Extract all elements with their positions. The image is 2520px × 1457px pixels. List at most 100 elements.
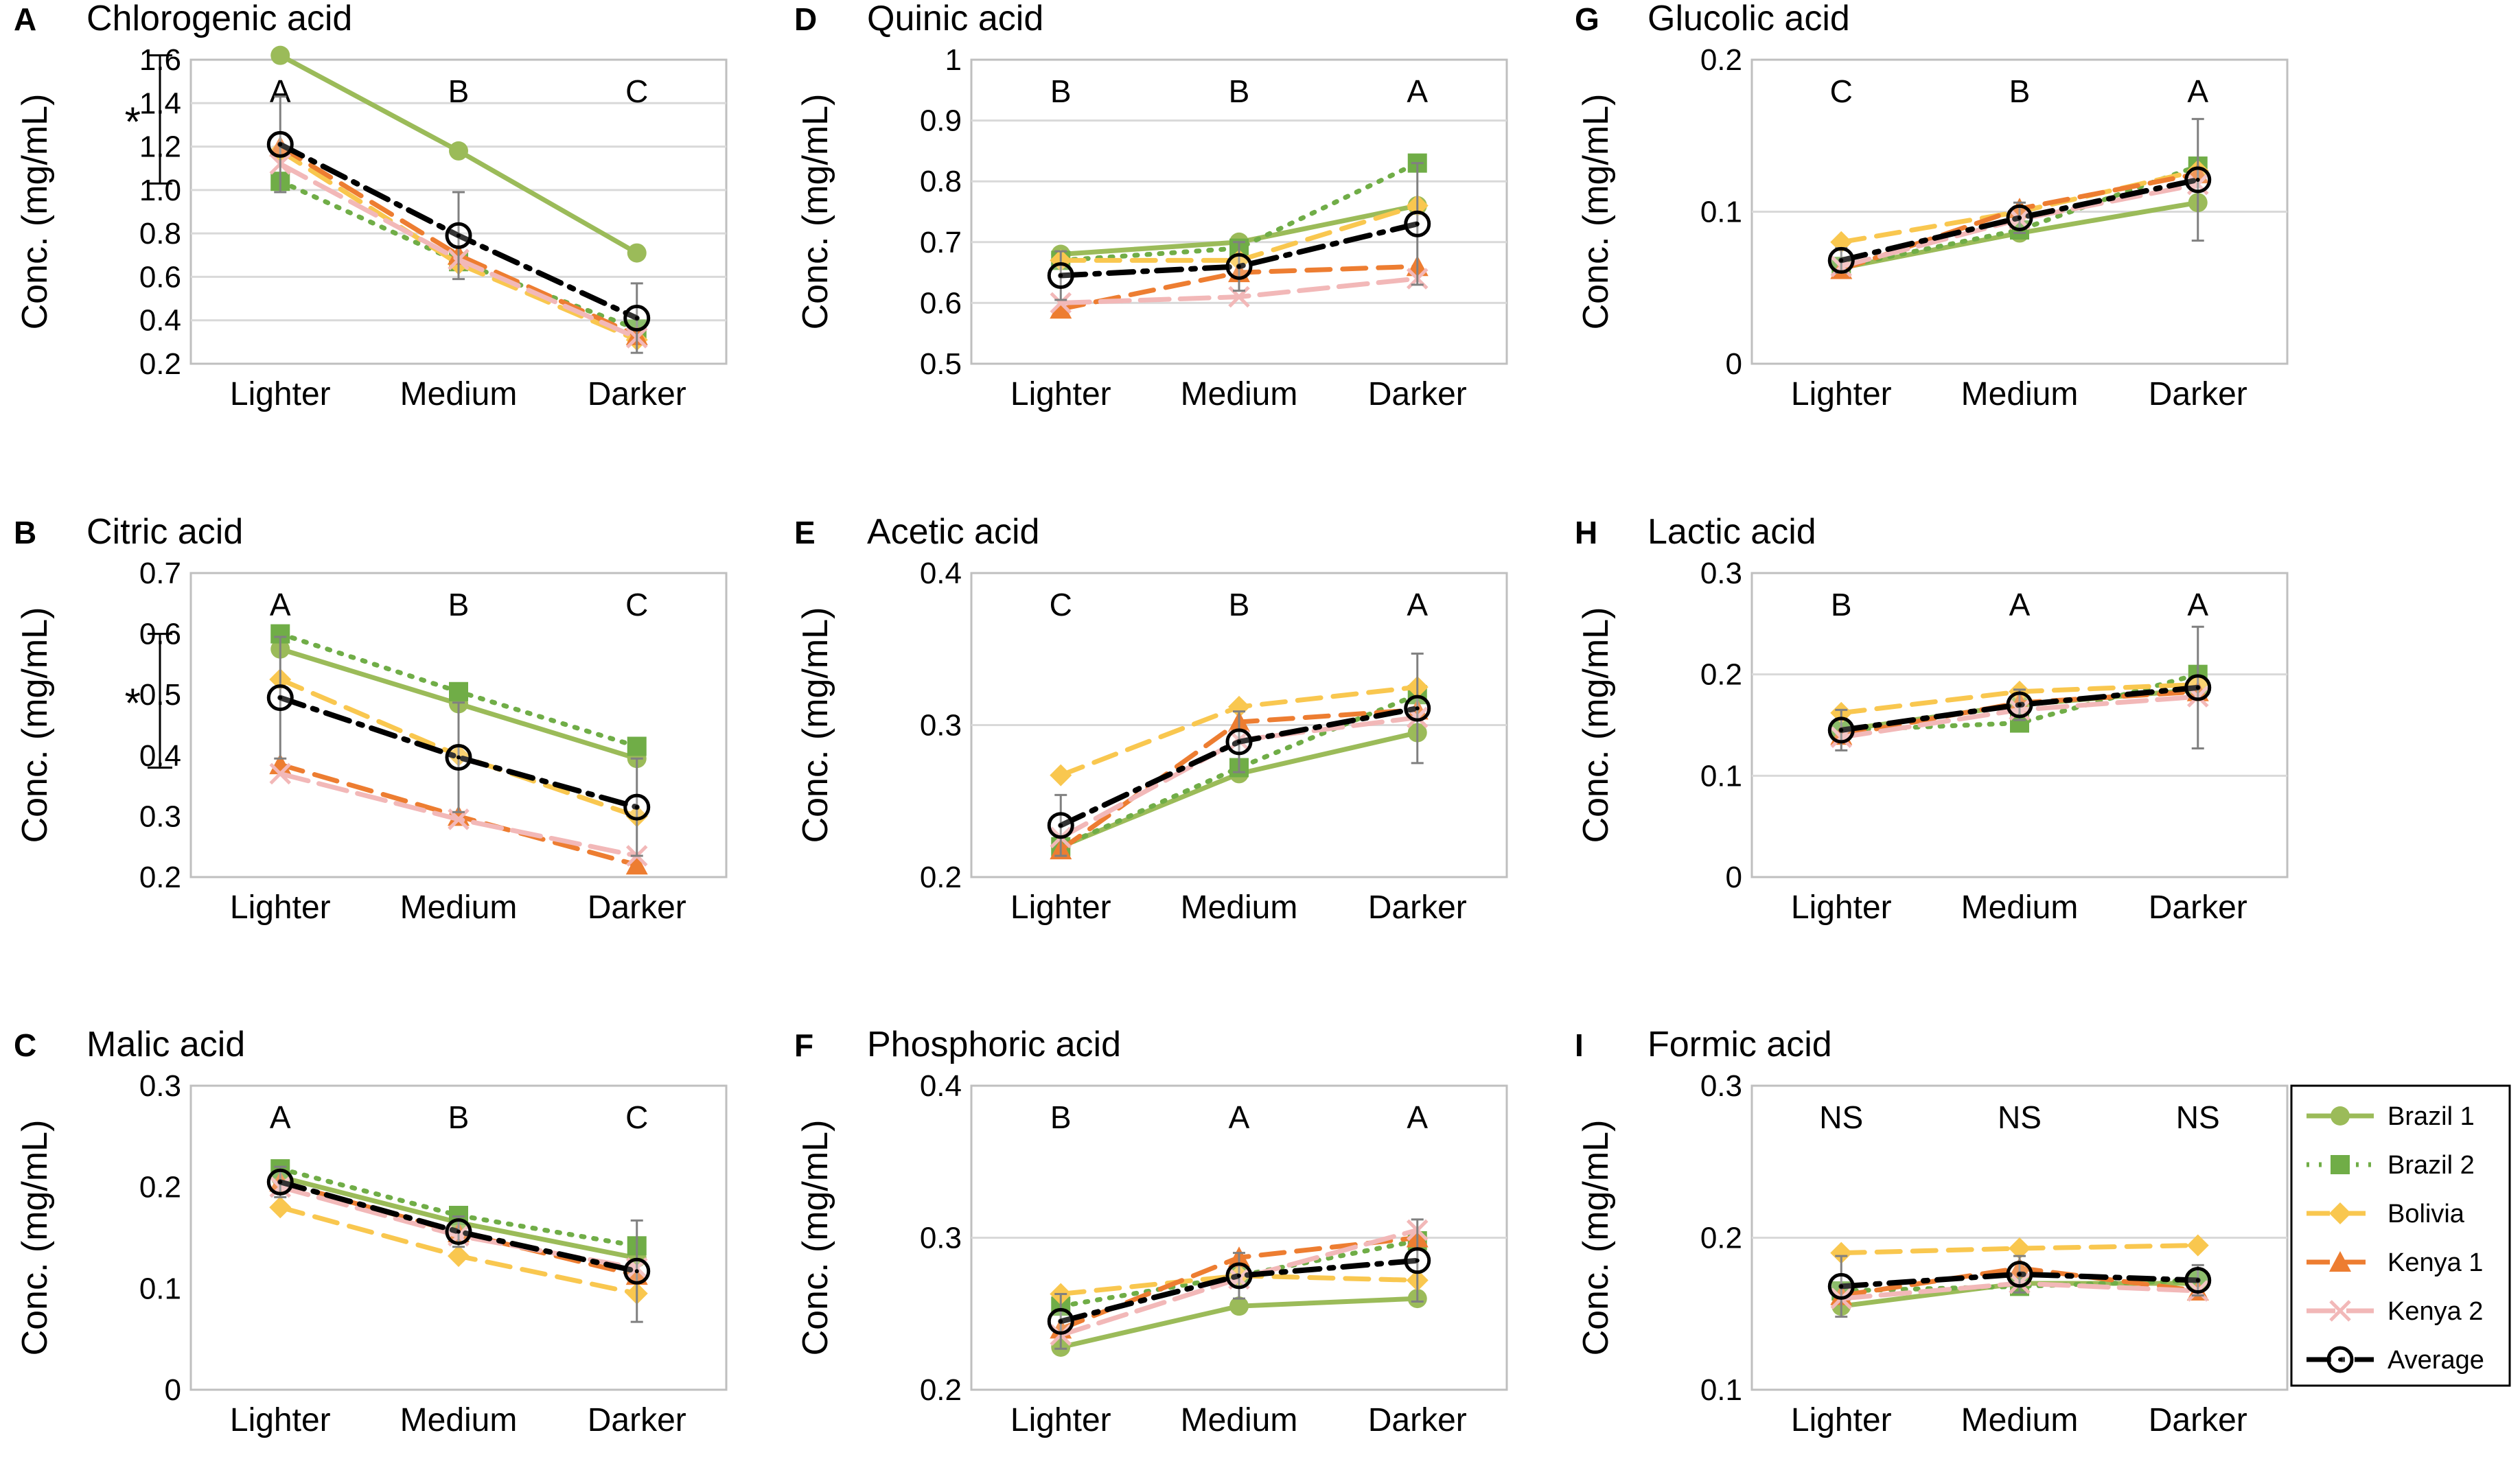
chart-panel-f: F Phosphoric acid 0.2 0.3 0.4 Conc. (mg/mL) Li…	[794, 1025, 1508, 1438]
plot-area	[970, 58, 1508, 365]
plot-area	[1750, 572, 2289, 878]
average-marker-center	[1059, 823, 1063, 828]
chart-panel-g: G Glucolic acid 0 0.1 0.2 Conc. (mg/mL) Lighte…	[1575, 0, 2289, 412]
y-tick-label: 0.3	[139, 800, 181, 833]
x-tick-label: Medium	[1181, 889, 1298, 926]
y-tick-label: 0.2	[139, 347, 181, 381]
x-tick-label: Medium	[1961, 1402, 2079, 1438]
y-tick-label: 0.6	[920, 286, 962, 320]
series-bolivia	[1830, 1234, 2209, 1264]
kenya-2-marker	[1228, 285, 1250, 308]
significance-letter: A	[2009, 587, 2031, 622]
kenya-1-marker	[1050, 298, 1072, 319]
average-marker-center	[456, 755, 461, 760]
significance-letter: C	[625, 1099, 648, 1135]
significance-letter: B	[1229, 73, 1250, 109]
y-tick-label: 0.1	[139, 1272, 181, 1305]
brazil-1-marker	[1229, 1296, 1249, 1316]
y-tick-label: 0.4	[920, 557, 962, 590]
chart-title: Acetic acid	[867, 512, 1039, 552]
panel-letter: F	[794, 1027, 813, 1063]
y-axis-title: Conc. (mg/mL)	[796, 607, 835, 843]
y-axis-title: Conc. (mg/mL)	[796, 94, 835, 330]
y-tick-label: 0.8	[139, 217, 181, 250]
y-tick-label: 0.7	[139, 557, 181, 590]
plot-area	[189, 572, 728, 878]
kenya-2-marker	[269, 762, 292, 785]
brazil-1-marker	[449, 141, 468, 161]
significance-letter: A	[270, 1099, 291, 1135]
y-tick-label: 0.2	[139, 1171, 181, 1204]
x-tick-label: Lighter	[230, 1402, 331, 1438]
significance-star: *	[125, 99, 141, 145]
chart-panel-i: I Formic acid 0.1 0.2 0.3 Conc. (mg/mL) Lighte…	[1575, 1025, 2289, 1438]
y-axis-title: Conc. (mg/mL)	[1576, 607, 1616, 843]
series-brazil-1	[1051, 1289, 1427, 1357]
legend-label: Bolivia	[2388, 1200, 2465, 1228]
legend-marker	[2331, 1155, 2350, 1174]
bolivia-marker	[1050, 764, 1072, 786]
brazil-2-marker	[627, 736, 647, 756]
y-tick-label: 0.7	[920, 226, 962, 259]
y-tick-label: 0.2	[1700, 658, 1742, 692]
legend-marker	[2331, 1106, 2350, 1126]
y-tick-label: 0.1	[1700, 1373, 1742, 1407]
significance-letter: C	[625, 587, 648, 622]
chart-title: Citric acid	[86, 512, 243, 552]
series-line	[277, 148, 640, 342]
brazil-2-marker	[449, 681, 468, 701]
legend-box	[2290, 1084, 2511, 1387]
average-marker-center	[2018, 1272, 2022, 1277]
series-average	[1827, 625, 2212, 751]
panel-letter: A	[14, 1, 36, 37]
x-tick-label: Darker	[588, 1402, 686, 1438]
significance-letter: B	[448, 73, 470, 109]
panel-letter: G	[1575, 1, 1599, 37]
series-line	[277, 695, 640, 811]
plot-area	[189, 1084, 728, 1391]
chart-panel-c: C Malic acid 0 0.1 0.2 0.3 Conc. (mg/mL) Lighte…	[14, 1025, 728, 1438]
plot-area	[189, 58, 728, 365]
significance-letter: NS	[2176, 1099, 2220, 1135]
y-axis-title: Conc. (mg/mL)	[15, 607, 55, 843]
legend-marker-center	[2338, 1357, 2342, 1362]
bolivia-marker	[2186, 1234, 2209, 1257]
significance-letter: C	[1050, 587, 1072, 622]
y-tick-label: 0.2	[920, 1373, 962, 1407]
legend-label: Average	[2388, 1346, 2484, 1375]
series-kenya-2	[269, 762, 648, 867]
y-tick-label: 0.3	[920, 1222, 962, 1255]
chart-title: Malic acid	[86, 1025, 245, 1064]
panel-letter: H	[1575, 515, 1597, 550]
legend-item-brazil-2: Brazil 2	[2307, 1151, 2475, 1180]
series-kenya-2	[1050, 268, 1429, 314]
kenya-2-marker	[1050, 292, 1072, 314]
legend-marker	[2329, 1300, 2351, 1322]
legend-item-bolivia: Bolivia	[2307, 1200, 2465, 1228]
x-tick-label: Medium	[1961, 889, 2079, 926]
significance-letter: NS	[1819, 1099, 1863, 1135]
y-tick-label: 0	[165, 1373, 181, 1407]
x-tick-label: Lighter	[1791, 889, 1892, 926]
x-tick-label: Lighter	[1791, 1402, 1892, 1438]
significance-letter: B	[448, 587, 470, 622]
series-line	[1058, 161, 1420, 263]
legend-marker	[2329, 1202, 2351, 1224]
significance-letter: B	[1050, 1099, 1072, 1135]
x-tick-label: Darker	[2149, 1402, 2247, 1438]
average-marker-center	[456, 233, 461, 238]
average-marker-center	[456, 1229, 461, 1234]
significance-star: *	[125, 680, 141, 726]
y-axis-title: Conc. (mg/mL)	[1576, 94, 1616, 330]
chart-title: Phosphoric acid	[867, 1025, 1121, 1064]
average-marker-center	[1059, 273, 1063, 278]
average-marker-center	[1237, 739, 1241, 744]
significance-letter: C	[1830, 73, 1853, 109]
average-marker-center	[278, 695, 283, 700]
y-tick-label: 0.4	[139, 304, 181, 338]
average-marker-center	[1237, 1273, 1241, 1278]
x-tick-label: Darker	[2149, 889, 2247, 926]
bolivia-marker	[2009, 1237, 2031, 1260]
series-average	[1047, 162, 1431, 301]
